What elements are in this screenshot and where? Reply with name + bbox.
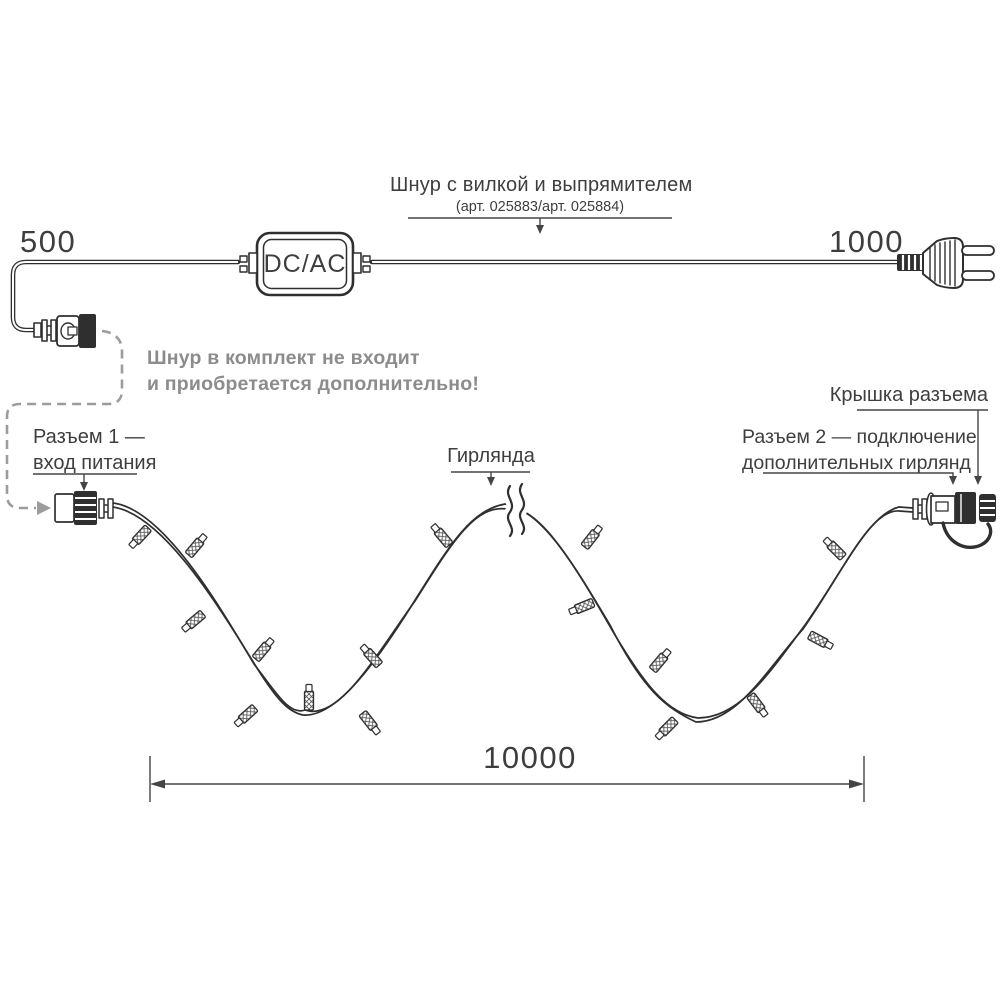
arrow-left-icon [150, 779, 165, 789]
connector-cap [979, 494, 996, 522]
ac-plug [897, 237, 995, 289]
led-bulb [567, 597, 596, 617]
cord-end-connector [33, 314, 96, 348]
note-line1: Шнур в комплект не входит [147, 347, 420, 369]
cap-tether-strap [941, 521, 993, 550]
arrow-right-icon [37, 501, 51, 515]
dimension-500-label: 500 [20, 224, 77, 259]
led-bulb [251, 635, 277, 663]
led-bulb [746, 691, 770, 719]
led-bulb [648, 646, 674, 674]
arrow-down-icon [949, 476, 957, 485]
led-bulb [821, 535, 848, 562]
connector2-label: Разъем 2 — подключение дополнительных ги… [742, 424, 977, 476]
dimension-1000-label: 1000 [829, 224, 904, 259]
dcac-converter-box [239, 231, 371, 297]
led-bulb [232, 703, 259, 729]
connector1-label-line2: вход питания [33, 452, 157, 474]
arrow-down-icon [974, 476, 982, 485]
led-bulb [580, 523, 605, 551]
led-bulb [358, 709, 383, 737]
dimension-10000-label: 10000 [483, 740, 577, 775]
arrow-right-icon [849, 779, 864, 789]
cap-label: Крышка разъема [829, 384, 988, 406]
connector1-label: Разъем 1 — вход питания [33, 424, 156, 476]
leader-lines [33, 217, 988, 491]
arrow-down-icon [80, 482, 88, 491]
connector2-label-line1: Разъем 2 — подключение [742, 426, 977, 448]
led-bulb [179, 609, 207, 635]
connector1-power-input [54, 491, 114, 525]
led-bulb [428, 521, 454, 549]
led-bulb [184, 531, 210, 559]
led-bulb [806, 630, 835, 652]
dimension-garland [149, 756, 865, 802]
break-symbol [502, 480, 530, 540]
dashed-guide-line [5, 329, 124, 515]
cord-subtitle-label: (арт. 025883/арт. 025884) [455, 199, 625, 215]
led-bulb [653, 715, 680, 742]
led-bulb [303, 683, 315, 711]
connector2-label-line2: дополнительных гирлянд [742, 452, 971, 474]
arrow-down-icon [487, 477, 495, 486]
connector1-label-line1: Разъем 1 — [33, 426, 145, 448]
led-bulb [126, 524, 153, 551]
cord-title-label: Шнур с вилкой и выпрямителем [390, 174, 693, 196]
note-label: Шнур в комплект не входит и приобретаетс… [147, 345, 479, 397]
connector2-extension [912, 492, 996, 550]
power-cord [10, 259, 900, 333]
arrow-down-icon [536, 225, 544, 234]
dcac-label: DC/AC [263, 249, 347, 278]
note-line2: и приобретается дополнительно! [147, 373, 480, 395]
garland-label: Гирлянда [447, 445, 535, 467]
